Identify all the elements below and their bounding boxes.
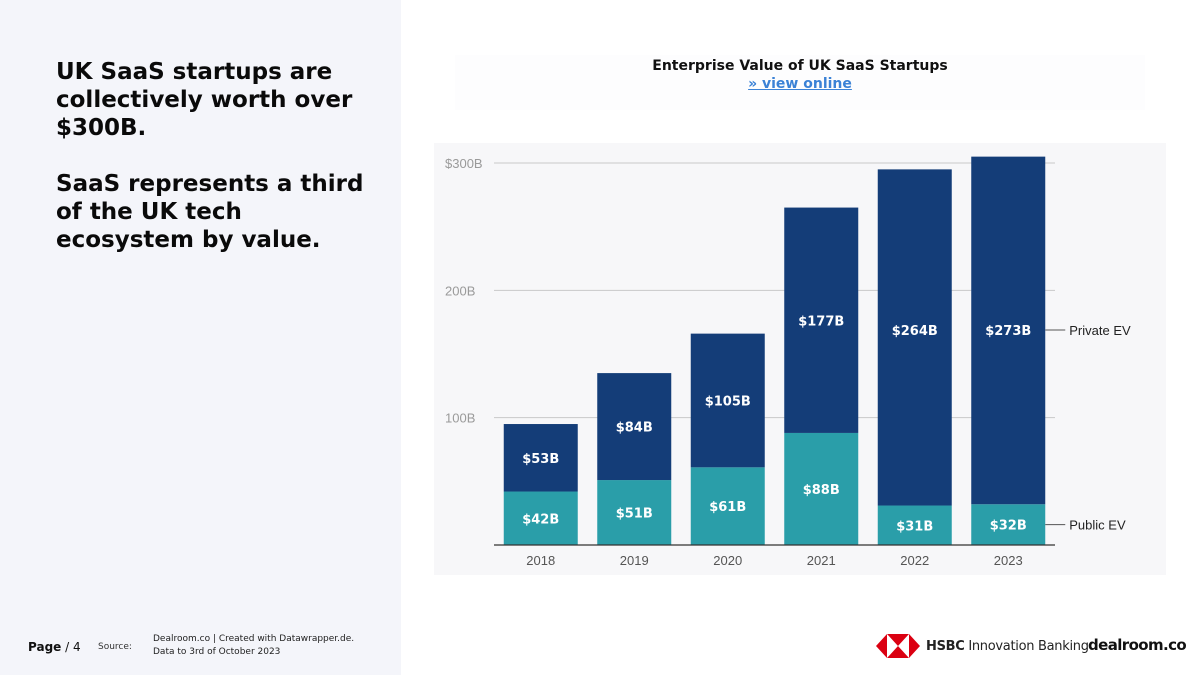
bar-private-ev-2020 <box>690 333 765 468</box>
x-tick-label-2023: 2023 <box>994 553 1023 568</box>
data-label-public-ev-2019: $51B <box>616 507 653 522</box>
data-label-public-ev-2018: $42B <box>522 512 559 527</box>
hsbc-hexagon-icon <box>876 634 920 658</box>
bar-public-ev-2018 <box>503 491 578 545</box>
headline-text: UK SaaS startups are collectively worth … <box>56 59 364 253</box>
hsbc-brand: HSBC <box>926 638 965 654</box>
hsbc-logo: HSBC Innovation Banking <box>876 632 1089 660</box>
x-tick-label-2018: 2018 <box>526 553 555 568</box>
bar-public-ev-2020 <box>690 467 765 545</box>
y-tick-label-300: $300B <box>445 156 483 171</box>
data-label-private-ev-2022: $264B <box>892 324 938 339</box>
bar-public-ev-2022 <box>877 505 952 545</box>
data-label-private-ev-2021: $177B <box>798 314 844 329</box>
source-text: Dealroom.co | Created with Datawrapper.d… <box>153 633 354 659</box>
data-label-private-ev-2019: $84B <box>616 421 653 436</box>
page-label: Page <box>28 640 62 654</box>
view-online-link[interactable]: » view online <box>748 76 852 92</box>
source-line-2: Data to 3rd of October 2023 <box>153 647 281 657</box>
legend-label-private-ev: Private EV <box>1069 323 1131 338</box>
x-tick-label-2019: 2019 <box>620 553 649 568</box>
data-label-public-ev-2022: $31B <box>896 519 933 534</box>
data-label-public-ev-2023: $32B <box>990 519 1027 534</box>
hsbc-text: HSBC Innovation Banking <box>926 639 1089 654</box>
x-tick-label-2022: 2022 <box>900 553 929 568</box>
bar-private-ev-2018 <box>503 424 578 492</box>
dealroom-logo: dealroom.co <box>1088 636 1187 654</box>
bar-private-ev-2021 <box>784 207 859 433</box>
data-label-public-ev-2020: $61B <box>709 500 746 515</box>
chart-title-box: Enterprise Value of UK SaaS Startups » v… <box>455 55 1145 110</box>
bar-private-ev-2019 <box>597 373 672 481</box>
data-label-private-ev-2023: $273B <box>985 324 1031 339</box>
page-indicator: Page / 4 <box>28 640 81 654</box>
hsbc-subbrand: Innovation Banking <box>964 638 1089 654</box>
source-label: Source: <box>98 642 132 652</box>
legend-label-public-ev: Public EV <box>1069 518 1126 533</box>
bar-public-ev-2019 <box>597 480 672 545</box>
bar-public-ev-2023 <box>971 504 1046 545</box>
x-tick-label-2021: 2021 <box>807 553 836 568</box>
bar-private-ev-2023 <box>971 156 1046 505</box>
bar-private-ev-2022 <box>877 169 952 506</box>
bar-public-ev-2021 <box>784 432 859 545</box>
data-label-private-ev-2020: $105B <box>705 394 751 409</box>
y-tick-label-200: 200B <box>445 283 475 298</box>
chart-title: Enterprise Value of UK SaaS Startups <box>652 58 948 74</box>
x-tick-label-2020: 2020 <box>713 553 742 568</box>
left-panel <box>0 0 401 675</box>
source-line-1: Dealroom.co | Created with Datawrapper.d… <box>153 634 355 644</box>
data-label-public-ev-2021: $88B <box>803 483 840 498</box>
page-number: / 4 <box>65 640 81 654</box>
data-label-private-ev-2018: $53B <box>522 452 559 467</box>
y-tick-label-100: 100B <box>445 411 475 426</box>
